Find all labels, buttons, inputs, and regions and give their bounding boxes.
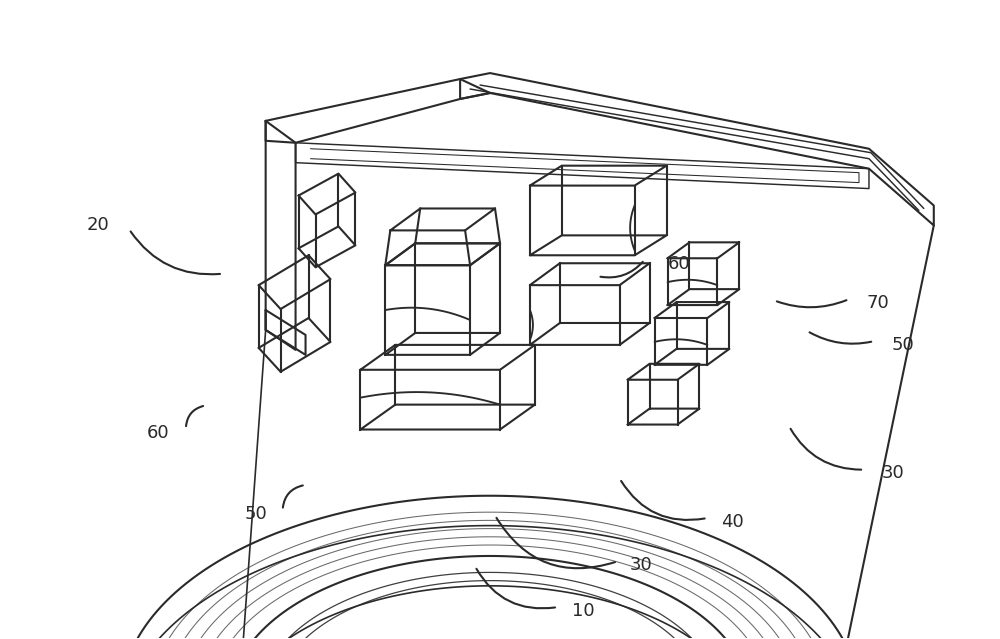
Text: 60: 60 bbox=[146, 424, 169, 442]
Text: 50: 50 bbox=[892, 336, 915, 354]
Text: 50: 50 bbox=[245, 505, 268, 523]
Text: 20: 20 bbox=[86, 217, 109, 235]
Text: 10: 10 bbox=[572, 602, 594, 620]
Text: 30: 30 bbox=[882, 465, 905, 482]
Text: 60: 60 bbox=[668, 254, 690, 272]
Text: 30: 30 bbox=[630, 556, 652, 574]
Text: 40: 40 bbox=[721, 513, 744, 531]
Text: 70: 70 bbox=[867, 294, 890, 312]
